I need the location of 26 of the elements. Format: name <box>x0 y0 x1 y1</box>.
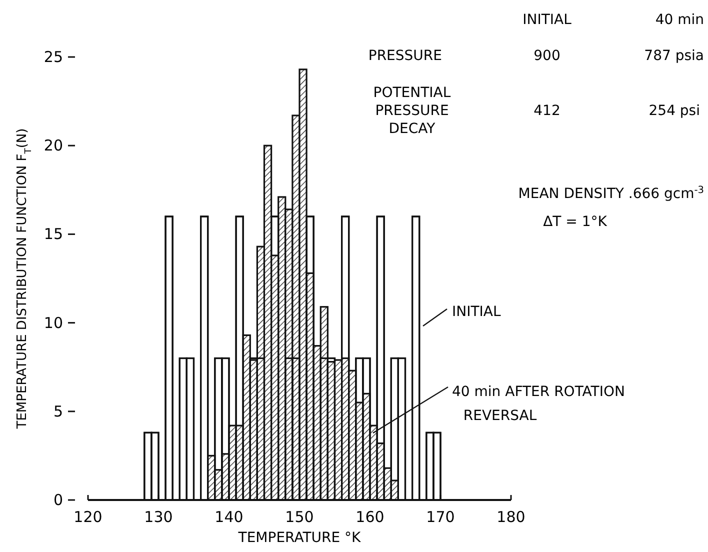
legend-label: INITIAL <box>452 304 501 320</box>
x-tick-label: 170 <box>426 508 455 526</box>
y-tick-label: 10 <box>44 314 63 332</box>
x-tick-label: 150 <box>285 508 314 526</box>
text: INITIAL <box>522 12 572 28</box>
x-tick-label: 130 <box>144 508 173 526</box>
y-tick-label: 25 <box>44 48 63 66</box>
annotation: POTENTIAL PRESSURE DECAY <box>373 85 451 137</box>
y-tick-label: 5 <box>53 402 63 420</box>
y-tick-label: 20 <box>44 136 63 155</box>
x-tick-label: 180 <box>496 508 526 526</box>
text: MEAN DENSITY .666 gcm$^{-3}$ <box>518 184 704 202</box>
x-axis-title: TEMPERATURE °K <box>237 530 362 546</box>
y-tick-label: 15 <box>44 225 63 244</box>
x-tick-label: 120 <box>74 508 102 526</box>
text: 254 psi <box>648 103 700 119</box>
text: ΔT = 1°K <box>543 214 608 230</box>
x-tick-label: 160 <box>356 508 384 526</box>
text: 412 <box>534 103 560 119</box>
text: 787 psia <box>644 48 704 64</box>
text: 900 <box>534 48 560 64</box>
text: 40 min AFTER ROTATION REVERSAL <box>452 384 625 424</box>
text: 40 min <box>655 12 704 28</box>
y-tick-label: 0 <box>53 491 63 509</box>
annotation: PRESSURE <box>368 48 442 64</box>
x-tick-label: 140 <box>214 508 244 526</box>
